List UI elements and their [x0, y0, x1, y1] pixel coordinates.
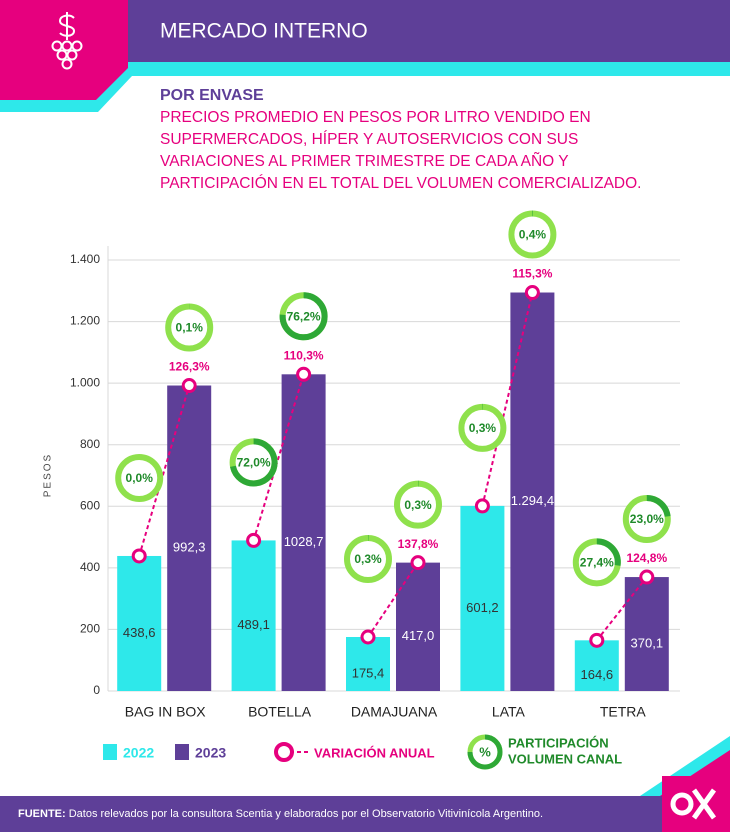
variation-label: 115,3% [512, 267, 552, 281]
variation-marker [474, 498, 490, 514]
bar [346, 637, 390, 691]
legend-label: VOLUMEN CANAL [508, 751, 622, 766]
x-tick-label: TETRA [600, 704, 647, 720]
x-tick-label: LATA [492, 704, 526, 720]
variation-label: 124,8% [626, 551, 667, 565]
legend-label: VARIACIÓN ANUAL [314, 745, 435, 760]
y-tick-label: 1.400 [70, 252, 100, 266]
variation-marker [296, 366, 312, 382]
variation-marker [410, 555, 426, 571]
bar-value-label: 489,1 [237, 617, 270, 632]
variation-line [367, 562, 419, 638]
variation-label: 110,3% [284, 348, 324, 362]
variation-marker [524, 285, 540, 301]
bar [574, 640, 619, 691]
description-line: PRECIOS PROMEDIO EN PESOS POR LITRO VEND… [160, 109, 591, 126]
y-tick-label: 0 [93, 683, 100, 697]
donut-label: 27,4% [580, 555, 614, 569]
description-line: PARTICIPACIÓN EN EL TOTAL DEL VOLUMEN CO… [160, 175, 641, 192]
bar [510, 292, 555, 691]
y-axis-label: PESOS [43, 453, 54, 497]
legend-donut-arc [467, 734, 503, 770]
variation-label: 126,3% [169, 360, 210, 374]
bar [460, 505, 505, 691]
plot: PESOS 0 200 400 600 800 1.000 1.200 1.400 BAG IN … [43, 210, 680, 770]
variation-marker [639, 569, 655, 585]
donut-arc [230, 438, 278, 487]
description-line: SUPERMERCADOS, HÍPER Y AUTOSERVICIOS CON… [160, 131, 578, 148]
legend-swatch [175, 744, 189, 760]
bar-value-label: 601,2 [466, 600, 499, 615]
grape-icon [51, 12, 83, 70]
variation-line [138, 385, 191, 557]
donut-label: 0,4% [519, 228, 547, 242]
y-tick-label: 400 [80, 560, 100, 574]
donut-label: 0,3% [469, 421, 497, 435]
donut-label: 76,2% [287, 309, 321, 323]
x-tick-label: BOTELLA [248, 704, 312, 720]
footer-bar [0, 796, 730, 832]
source-note: FUENTE: Datos relevados por la consultor… [18, 808, 543, 820]
y-tick-label: 1.000 [70, 375, 100, 389]
legend-swatch [103, 744, 117, 760]
legend-symbol: % [479, 744, 491, 759]
variation-label: 137,8% [398, 537, 439, 551]
donut-arc [279, 292, 328, 341]
donut-label: 72,0% [237, 456, 271, 470]
y-tick-label: 600 [80, 498, 100, 512]
variation-marker [131, 548, 147, 564]
subtitle: POR ENVASE [160, 87, 264, 104]
variation-line [252, 374, 305, 541]
bar [396, 562, 440, 691]
bar-value-label: 417,0 [402, 628, 435, 643]
description-line: VARIACIONES AL PRIMER TRIMESTRE DE CADA … [160, 153, 569, 170]
logo [670, 788, 717, 820]
bar-value-label: 164,6 [581, 667, 614, 682]
description: PRECIOS PROMEDIO EN PESOS POR LITRO VEND… [160, 109, 641, 192]
source-text: Datos relevados por la consultora Scenti… [66, 808, 543, 820]
donut-label: 0,1% [176, 321, 204, 335]
bar-value-label: 992,3 [173, 540, 206, 555]
bar-value-label: 1.294,4 [511, 493, 554, 508]
variation-marker [589, 632, 605, 648]
header-title: MERCADO INTERNO [160, 20, 368, 43]
donut-track [115, 453, 164, 502]
donut-label: 0,3% [354, 552, 382, 566]
x-tick-label: DAMAJUANA [351, 704, 438, 720]
variation-marker [360, 629, 376, 645]
donut-label: 23,0% [630, 512, 664, 526]
x-tick-label: BAG IN BOX [125, 704, 207, 720]
legend-label: PARTICIPACIÓN [508, 735, 609, 750]
y-tick-label: 200 [80, 622, 100, 636]
donut-arc [646, 495, 671, 518]
bar-value-label: 175,4 [352, 665, 385, 680]
header-banner [128, 0, 730, 62]
donut-label: 0,3% [404, 498, 432, 512]
bar [281, 374, 326, 691]
variation-marker [181, 378, 197, 394]
variation-line [481, 292, 534, 507]
y-tick-label: 1.200 [70, 314, 100, 328]
legend-label: 2022 [123, 745, 154, 761]
bar [231, 540, 276, 691]
bar-value-label: 1028,7 [284, 534, 324, 549]
donut-label: 0,0% [126, 471, 154, 485]
bar [117, 555, 162, 691]
bar-value-label: 438,6 [123, 625, 156, 640]
bar [624, 577, 669, 691]
bar [167, 385, 212, 691]
donut-arc [596, 538, 621, 566]
source-label: FUENTE: [18, 808, 66, 820]
legend-variation-marker [274, 742, 294, 762]
variation-marker [246, 532, 262, 548]
legend-label: 2023 [195, 745, 226, 761]
y-tick-label: 800 [80, 437, 100, 451]
bar-value-label: 370,1 [631, 635, 664, 650]
